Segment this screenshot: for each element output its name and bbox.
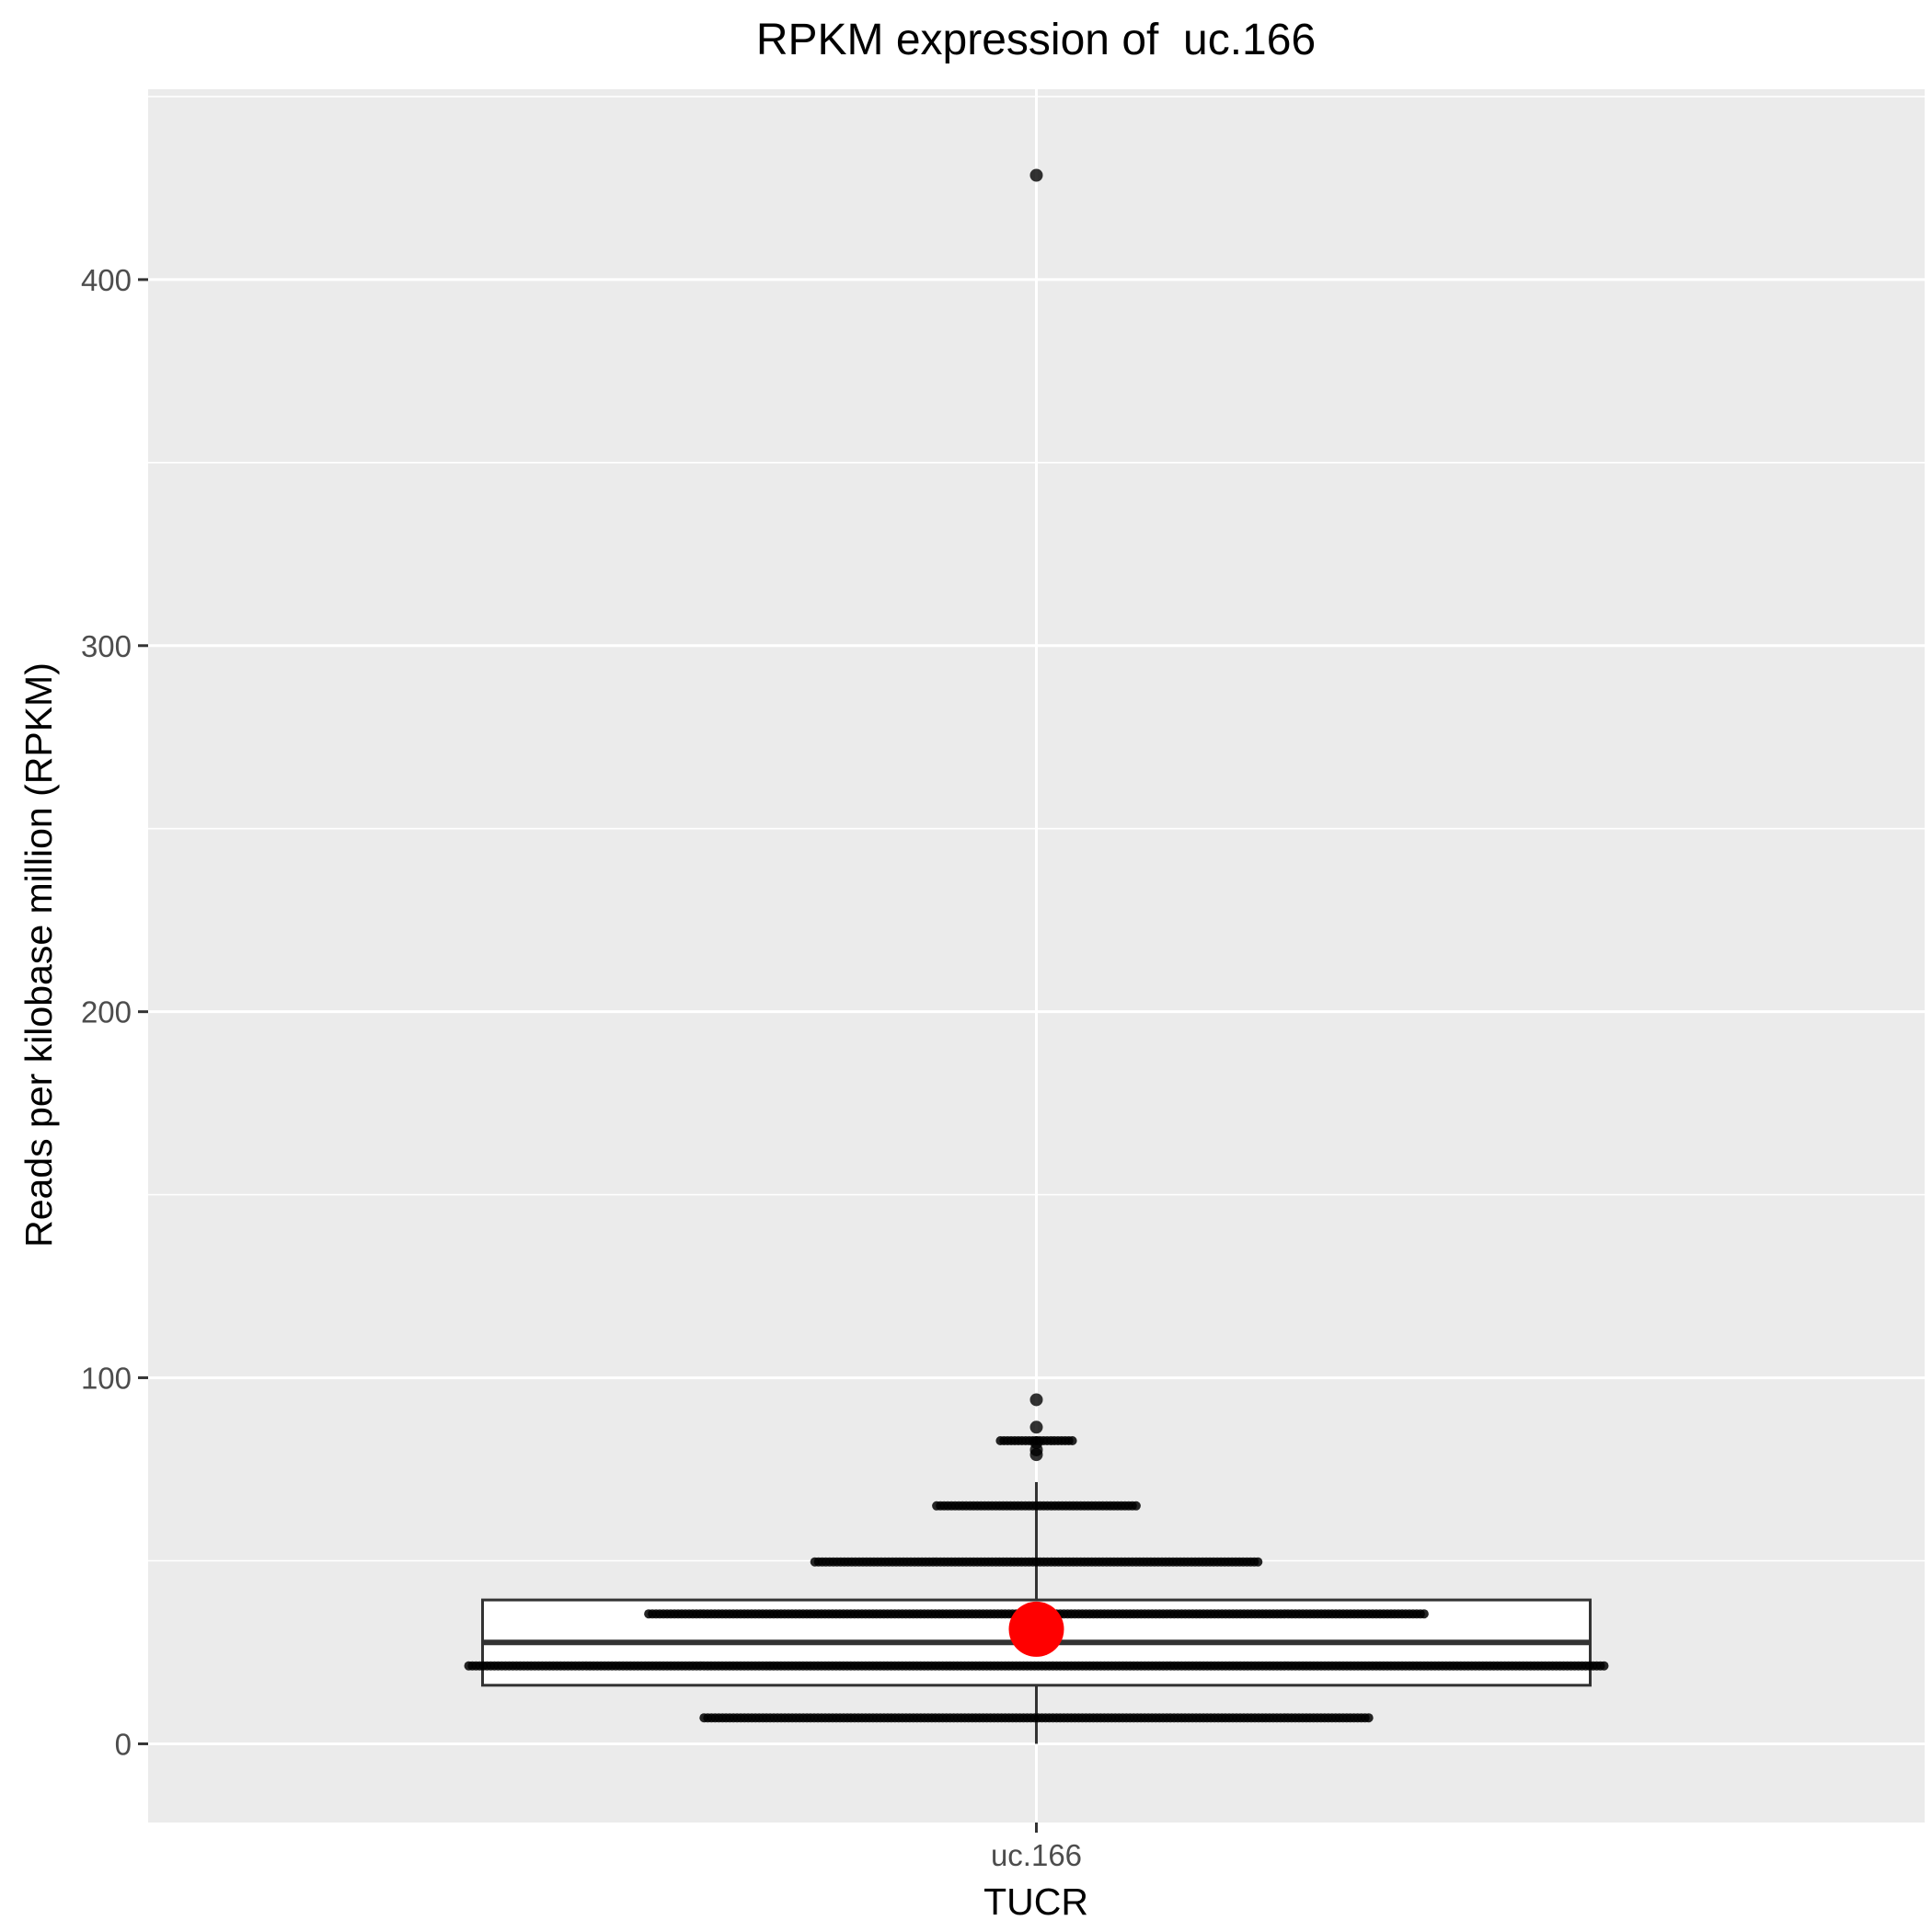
- chart-title: RPKM expression of uc.166: [756, 16, 1316, 64]
- outlier-points: [1029, 168, 1043, 1462]
- jitter-point: [1067, 1436, 1077, 1445]
- y-axis-title: Reads per kilobase million (RPKM): [17, 662, 60, 1248]
- outlier-point: [1029, 1420, 1043, 1434]
- outlier-point: [1029, 168, 1043, 182]
- y-tick-label: 400: [81, 263, 132, 297]
- jitter-point: [1253, 1557, 1263, 1567]
- y-axis: 0 100 200 300 400: [81, 263, 148, 1761]
- mean-layer: [1008, 1601, 1064, 1657]
- jitter-point: [1363, 1713, 1374, 1723]
- y-tick-label: 300: [81, 629, 132, 663]
- y-tick-label: 100: [81, 1362, 132, 1396]
- x-tick-label: uc.166: [991, 1838, 1082, 1872]
- outlier-point: [1029, 1393, 1043, 1407]
- jitter-point: [1131, 1501, 1141, 1511]
- x-axis: uc.166: [991, 1823, 1082, 1872]
- jitter-point: [1419, 1609, 1429, 1619]
- y-tick-label: 200: [81, 995, 132, 1029]
- x-axis-title: TUCR: [983, 1880, 1088, 1923]
- y-tick-label: 0: [115, 1727, 132, 1761]
- jitter-points: [464, 1436, 1609, 1723]
- mean-point: [1008, 1601, 1064, 1657]
- jitter-point: [1599, 1661, 1609, 1671]
- grid-lines: [148, 89, 1925, 1823]
- outlier-point: [1029, 1448, 1043, 1462]
